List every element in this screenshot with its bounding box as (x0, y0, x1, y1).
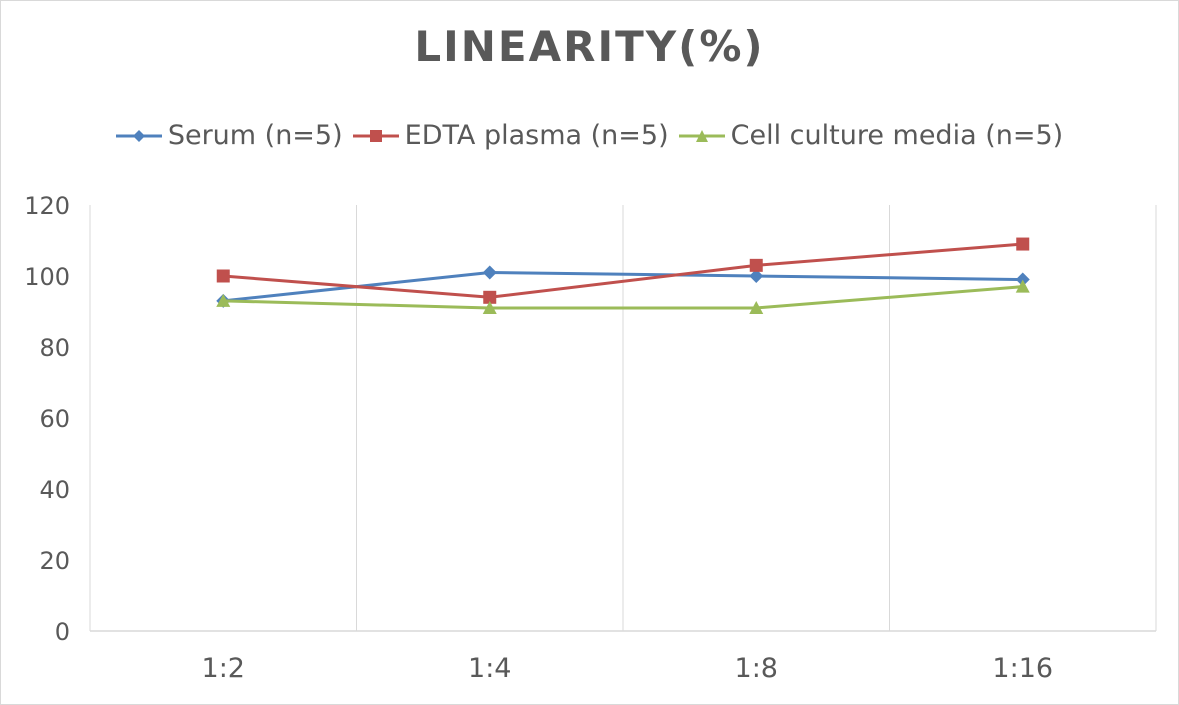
legend-item-edta-plasma: EDTA plasma (n=5) (352, 120, 669, 151)
data-point-cell-culture-media (1015, 279, 1030, 293)
legend-label-edta-plasma: EDTA plasma (n=5) (404, 120, 669, 151)
data-point-edta-plasma (1016, 237, 1030, 251)
legend-item-cell-culture-media: Cell culture media (n=5) (678, 120, 1064, 151)
series-line-1 (223, 242, 1023, 299)
y-tick-label: 100 (24, 263, 70, 291)
legend-item-serum: Serum (n=5) (115, 120, 343, 151)
series-line-2 (223, 285, 1023, 310)
y-tick-label: 20 (39, 547, 70, 575)
data-point-serum (1015, 272, 1030, 287)
data-point-cell-culture-media (749, 300, 764, 314)
data-point-cell-culture-media (482, 300, 497, 314)
data-point-serum (749, 269, 764, 283)
chart-legend: Serum (n=5) EDTA plasma (n=5) Cell cultu… (0, 120, 1179, 151)
data-point-edta-plasma (216, 269, 230, 283)
x-tick-label: 1:4 (468, 653, 511, 684)
y-tick-label: 80 (39, 334, 70, 362)
data-point-edta-plasma (749, 258, 763, 272)
data-point-edta-plasma (483, 290, 497, 304)
y-tick-label: 60 (39, 405, 70, 433)
legend-label-serum: Serum (n=5) (167, 120, 343, 151)
data-point-serum (482, 265, 497, 280)
chart-title: LINEARITY(%) (414, 22, 765, 71)
legend-swatch-serum (115, 129, 162, 142)
x-tick-label: 1:16 (992, 653, 1053, 684)
legend-swatch-cell-culture-media (678, 129, 725, 142)
y-tick-label: 120 (24, 192, 70, 220)
data-point-cell-culture-media (216, 293, 231, 307)
legend-swatch-edta-plasma (352, 129, 399, 142)
legend-label-cell-culture-media: Cell culture media (n=5) (730, 120, 1064, 151)
x-tick-label: 1:8 (735, 653, 778, 684)
y-tick-label: 40 (39, 476, 70, 504)
y-tick-label: 0 (55, 618, 70, 646)
x-tick-label: 1:2 (202, 653, 245, 684)
